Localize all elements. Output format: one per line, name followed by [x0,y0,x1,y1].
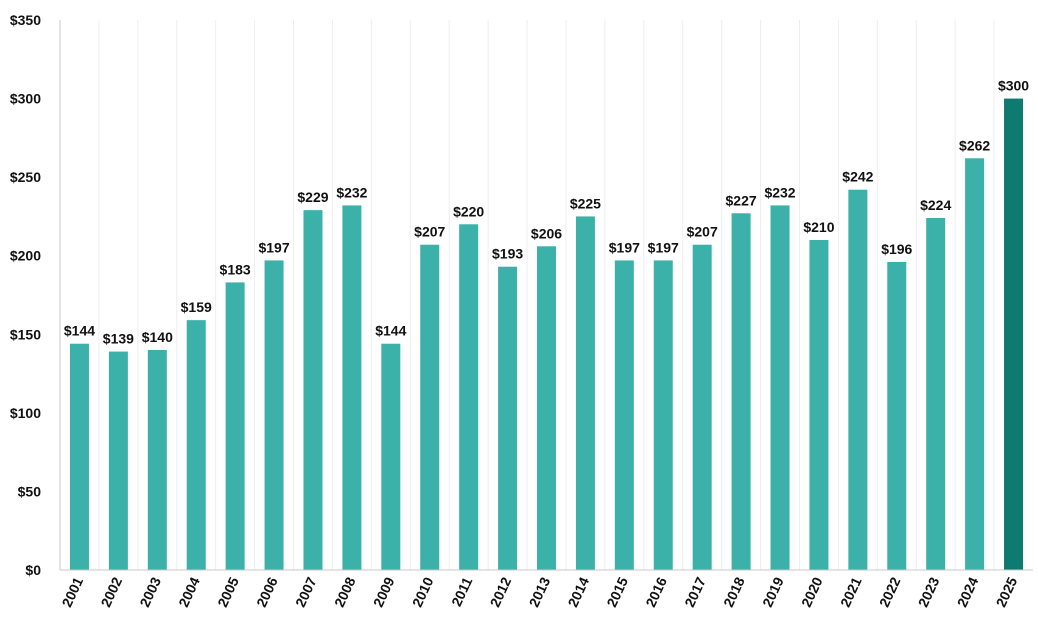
y-tick-label: $200 [10,248,41,264]
x-tick-label-2022: 2022 [876,574,904,609]
bar-2017 [692,244,712,570]
x-tick-label-2020: 2020 [798,574,826,609]
y-tick-label: $50 [18,483,42,499]
x-tick-label-2002: 2002 [97,574,125,609]
data-label-2022: $196 [881,241,912,257]
x-tick-label-2009: 2009 [370,574,398,609]
bar-2003 [147,350,167,570]
data-label-2024: $262 [959,137,990,153]
bar-2008 [342,205,362,570]
bar-2006 [264,260,284,570]
data-label-2002: $139 [103,331,134,347]
x-tick-label-2021: 2021 [837,574,865,609]
bars [69,98,1024,571]
y-tick-label: $100 [10,405,41,421]
bar-2011 [459,224,479,571]
data-label-2009: $144 [375,323,406,339]
x-tick-label-2015: 2015 [603,574,631,609]
data-label-2025: $300 [998,78,1029,94]
bar-2022 [887,262,907,570]
data-labels: $144 $139 $140 $159 $183 $197 $229 $232 $144 $207… [64,78,1029,347]
x-tick-label-2019: 2019 [759,574,787,609]
data-label-2006: $197 [258,239,289,255]
x-tick-label-2017: 2017 [681,574,709,609]
bar-2005 [225,282,245,570]
x-tick-label-2006: 2006 [253,574,281,609]
bar-2021 [848,189,868,570]
bar-2012 [498,266,518,570]
x-tick-label-2013: 2013 [526,574,554,609]
y-tick-label: $150 [10,326,41,342]
x-tick-label-2012: 2012 [487,574,515,609]
x-tick-label-2018: 2018 [720,574,748,609]
x-tick-label-2003: 2003 [136,574,164,609]
bar-2001 [69,343,89,570]
x-tick-label-2005: 2005 [214,574,242,609]
data-label-2023: $224 [920,197,951,213]
data-label-2001: $144 [64,323,95,339]
data-label-2012: $193 [492,246,523,262]
bar-2018 [731,213,751,571]
bar-2013 [537,246,556,571]
data-label-2014: $225 [570,195,601,211]
bar-2020 [809,240,829,570]
data-label-2011: $220 [453,203,484,219]
bar-2023 [926,218,946,570]
bar-2025 [1004,98,1024,571]
data-label-2004: $159 [181,299,212,315]
x-tick-label-2011: 2011 [448,574,475,608]
data-label-2021: $242 [842,169,873,185]
data-label-2005: $183 [220,261,251,277]
x-tick-label-2004: 2004 [175,574,203,609]
bar-2002 [108,351,128,570]
bar-2010 [420,244,440,570]
data-label-2018: $227 [726,192,757,208]
data-label-2013: $206 [531,225,562,241]
x-tick-label-2025: 2025 [993,574,1021,609]
data-label-2015: $197 [609,239,640,255]
data-label-2020: $210 [803,219,834,235]
x-tick-label-2008: 2008 [331,574,359,609]
y-axis: $0 $50 $100 $150 $200 $250 $300 $350 [10,12,61,578]
bar-2004 [186,320,206,570]
data-label-2019: $232 [764,184,795,200]
bar-2016 [653,260,673,570]
x-tick-label-2007: 2007 [292,574,320,609]
data-label-2003: $140 [142,329,173,345]
y-tick-label: $350 [10,12,41,28]
x-tick-label-2016: 2016 [642,574,670,609]
bar-2024 [965,158,985,571]
data-label-2007: $229 [297,189,328,205]
x-tick-label-2010: 2010 [409,574,437,609]
x-tick-label-2014: 2014 [564,574,592,609]
x-tick-label-2001: 2001 [59,574,87,609]
data-label-2017: $207 [687,224,718,240]
x-tick-label-2023: 2023 [915,574,943,609]
x-tick-label-2024: 2024 [954,574,982,609]
grid [98,20,995,570]
y-tick-label: $300 [10,91,41,107]
x-axis: 2001 2002 2003 2004 2005 2006 2007 2008 2009 2010… [59,569,1033,610]
bar-2007 [303,210,323,570]
bar-2015 [614,260,634,570]
bar-2014 [575,216,595,570]
bar-2019 [770,205,790,570]
y-tick-label: $0 [25,562,41,578]
data-label-2010: $207 [414,224,445,240]
data-label-2016: $197 [648,239,679,255]
y-tick-label: $250 [10,169,41,185]
data-label-2008: $232 [336,184,367,200]
bar-2009 [381,343,401,570]
